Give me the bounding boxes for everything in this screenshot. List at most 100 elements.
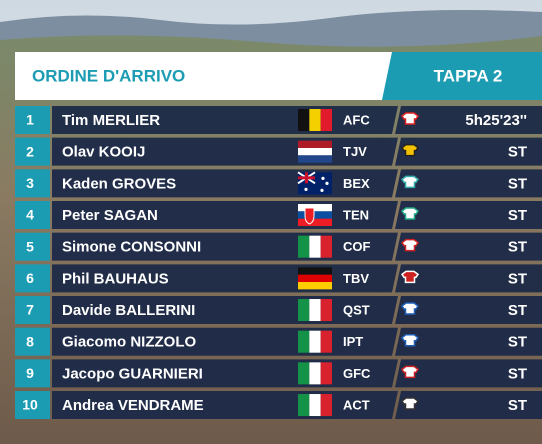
rider-name: Davide BALLERINI (62, 302, 195, 319)
time-bar (395, 169, 542, 198)
result-row: 4 Peter SAGAN TEN ST (15, 201, 542, 230)
flag (298, 299, 332, 322)
position: 6 (26, 270, 34, 286)
jersey-icon (400, 143, 420, 157)
position-box (15, 169, 50, 198)
position-box (15, 137, 50, 166)
rider-name: Olav KOOIJ (62, 144, 145, 161)
flag-part (298, 204, 332, 212)
flag-part (304, 187, 308, 191)
flag-part (309, 394, 321, 417)
time-bar (395, 264, 542, 293)
flag-part (309, 330, 321, 353)
flag (298, 362, 332, 385)
flag (297, 171, 332, 195)
flag-part (298, 267, 332, 275)
time: ST (508, 365, 527, 382)
result-row: 3 Kaden GROVES BEX ST (15, 169, 542, 198)
jersey-icon (400, 112, 420, 125)
time-bar (395, 359, 542, 388)
position: 9 (26, 365, 34, 381)
flag-part (298, 299, 310, 322)
results-rows: 1 Tim MERLIER AFC 5h25'23'' 2 Olav KOOIJ TJV ST… (15, 106, 542, 420)
rider-name: Andrea VENDRAME (62, 397, 204, 414)
position: 1 (26, 112, 34, 128)
time-bar (395, 106, 542, 134)
flag-part (298, 218, 332, 227)
flag-part (298, 394, 310, 417)
time: ST (508, 207, 527, 224)
time-bar (395, 327, 542, 356)
flag-part (320, 235, 332, 258)
result-row: 6 Phil BAUHAUS TBV ST (15, 264, 542, 293)
team-code: TEN (343, 207, 369, 222)
rider-name: Tim MERLIER (62, 112, 160, 129)
result-row: 2 Olav KOOIJ TJV ST (15, 137, 542, 166)
position-box (15, 232, 50, 261)
jersey-icon (400, 207, 420, 220)
rider-name: Giacomo NIZZOLO (62, 334, 197, 351)
team-code: COF (343, 239, 371, 254)
flag (298, 204, 332, 227)
position: 10 (22, 397, 38, 413)
flag-part (298, 155, 332, 163)
result-row: 10 Andrea VENDRAME ACT ST (15, 391, 542, 420)
flag (298, 267, 332, 290)
flag-part (309, 299, 321, 322)
jersey-icon (400, 365, 420, 379)
position-box (15, 296, 50, 325)
rider-name: Phil BAUHAUS (62, 270, 169, 287)
flag-part (298, 330, 310, 353)
stage-label: TAPPA 2 (434, 66, 503, 85)
jersey-icon (400, 397, 420, 410)
flag-part (320, 109, 332, 131)
time: ST (508, 397, 527, 414)
position-box (15, 391, 50, 420)
flag-part (309, 362, 321, 385)
flag-part (309, 109, 321, 131)
result-row: 5 Simone CONSONNI COF ST (15, 232, 542, 261)
flag-part (321, 176, 325, 180)
flag-part (320, 394, 332, 417)
team-code: ACT (343, 397, 370, 412)
position-box (15, 264, 50, 293)
header-title: ORDINE D'ARRIVO (32, 66, 185, 85)
time: ST (508, 302, 527, 319)
position: 4 (26, 207, 34, 223)
time-bar (395, 232, 542, 261)
flag-part (320, 330, 332, 353)
stage-box (382, 52, 542, 100)
flag (298, 235, 332, 258)
team-code: BEX (343, 176, 370, 191)
position: 3 (26, 175, 34, 191)
flag-part (298, 140, 332, 149)
time: ST (508, 334, 527, 351)
team-code: TBV (343, 271, 369, 286)
rider-name: Jacopo GUARNIERI (62, 365, 203, 382)
flag-part (298, 282, 332, 290)
result-row: 7 Davide BALLERINI QST ST (15, 296, 542, 325)
time: ST (508, 270, 527, 287)
rider-name: Simone CONSONNI (62, 239, 201, 256)
jersey-icon (400, 238, 420, 252)
position: 8 (26, 333, 34, 349)
time: ST (508, 239, 527, 256)
position: 5 (26, 238, 34, 254)
position: 7 (26, 302, 34, 318)
flag-part (320, 299, 332, 322)
position-box (15, 359, 50, 388)
team-code: IPT (343, 334, 363, 349)
result-row: 1 Tim MERLIER AFC 5h25'23'' (15, 106, 542, 134)
flag-part (298, 235, 310, 258)
flag-part (320, 188, 324, 192)
flag (298, 140, 332, 163)
header: ORDINE D'ARRIVO TAPPA 2 (15, 52, 542, 100)
flag (298, 330, 332, 353)
flag-part (298, 176, 315, 180)
team-code: GFC (343, 366, 371, 381)
flag-part (325, 181, 329, 185)
time-bar (395, 391, 542, 420)
time-bar (395, 137, 542, 166)
jersey-icon (400, 270, 420, 284)
